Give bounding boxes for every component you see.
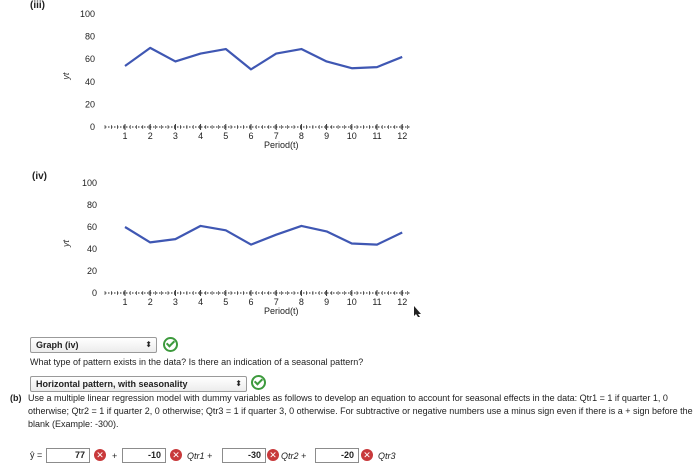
x-tick-label: 7 bbox=[274, 297, 279, 307]
correct-check-icon bbox=[163, 337, 178, 352]
x-tick-label: 5 bbox=[223, 131, 228, 141]
graph-select[interactable]: Graph (iv) ⬍ bbox=[30, 337, 157, 353]
yhat-label: ŷ = bbox=[30, 450, 43, 460]
x-tick-label: 6 bbox=[248, 297, 253, 307]
mouse-cursor-icon bbox=[414, 306, 421, 317]
x-tick-label: 12 bbox=[397, 297, 407, 307]
x-tick-label: 5 bbox=[223, 297, 228, 307]
part-iv-label: (iv) bbox=[32, 171, 47, 182]
x-tick-label: 1 bbox=[122, 131, 127, 141]
x-tick-label: 6 bbox=[248, 131, 253, 141]
qtr1-term: Qtr1 + bbox=[187, 451, 213, 461]
graph-select-value: Graph (iv) bbox=[36, 340, 79, 350]
select-caret-icon: ⬍ bbox=[235, 379, 242, 388]
x-tick-label: 7 bbox=[274, 131, 279, 141]
y-tick-label: 60 bbox=[85, 54, 95, 64]
x-tick-label: 3 bbox=[173, 297, 178, 307]
y-tick-label: 0 bbox=[90, 122, 95, 132]
y-tick-label: 60 bbox=[87, 222, 97, 232]
y-tick-label: 40 bbox=[87, 244, 97, 254]
part-b-text: Use a multiple linear regression model w… bbox=[28, 393, 693, 429]
y-axis-label: yt bbox=[61, 240, 71, 249]
x-tick-label: 8 bbox=[299, 131, 304, 141]
qtr2-term: Qtr2 + bbox=[281, 451, 307, 461]
incorrect-x-icon: ✕ bbox=[361, 449, 373, 461]
correct-check-icon bbox=[251, 375, 266, 390]
y-axis-label: yt bbox=[61, 72, 71, 81]
series-line bbox=[124, 224, 403, 246]
x-tick-label: 2 bbox=[148, 131, 153, 141]
incorrect-x-icon: ✕ bbox=[267, 449, 279, 461]
y-tick-label: 80 bbox=[85, 32, 95, 42]
y-tick-label: 40 bbox=[85, 77, 95, 87]
qtr2-coefficient-input[interactable]: -30 bbox=[222, 448, 266, 463]
select-caret-icon: ⬍ bbox=[145, 340, 152, 349]
intercept-input[interactable]: 77 bbox=[46, 448, 90, 463]
y-tick-label: 0 bbox=[92, 288, 97, 298]
qtr1-coefficient-input[interactable]: -10 bbox=[122, 448, 166, 463]
x-tick-label: 9 bbox=[324, 131, 329, 141]
qtr3-coefficient-input[interactable]: -20 bbox=[315, 448, 359, 463]
x-tick-label: 8 bbox=[299, 297, 304, 307]
incorrect-x-icon: ✕ bbox=[94, 449, 106, 461]
x-tick-label: 4 bbox=[198, 297, 203, 307]
y-tick-label: 20 bbox=[87, 266, 97, 276]
x-axis-label: Period(t) bbox=[264, 306, 299, 316]
y-tick-label: 20 bbox=[85, 99, 95, 109]
pattern-select[interactable]: Horizontal pattern, with seasonality ⬍ bbox=[30, 376, 247, 392]
x-tick-label: 10 bbox=[347, 297, 357, 307]
series-line bbox=[124, 46, 403, 71]
part-b-label: (b) bbox=[10, 393, 22, 403]
x-tick-label: 9 bbox=[324, 297, 329, 307]
y-tick-label: 80 bbox=[87, 200, 97, 210]
plus-sign: + bbox=[112, 451, 118, 461]
x-tick-label: 10 bbox=[347, 131, 357, 141]
part-iii-label: (iii) bbox=[30, 0, 45, 11]
y-tick-label: 100 bbox=[82, 178, 97, 188]
x-tick-label: 2 bbox=[148, 297, 153, 307]
qtr3-term: Qtr3 bbox=[378, 451, 396, 461]
pattern-select-value: Horizontal pattern, with seasonality bbox=[36, 379, 188, 389]
x-axis-label: Period(t) bbox=[264, 140, 299, 150]
x-tick-label: 11 bbox=[372, 131, 381, 141]
incorrect-x-icon: ✕ bbox=[170, 449, 182, 461]
y-tick-label: 100 bbox=[80, 9, 95, 19]
x-tick-label: 1 bbox=[122, 297, 127, 307]
x-tick-label: 4 bbox=[198, 131, 203, 141]
x-tick-label: 11 bbox=[372, 297, 381, 307]
x-tick-label: 3 bbox=[173, 131, 178, 141]
question-text: What type of pattern exists in the data?… bbox=[30, 357, 364, 367]
x-tick-label: 12 bbox=[397, 131, 407, 141]
